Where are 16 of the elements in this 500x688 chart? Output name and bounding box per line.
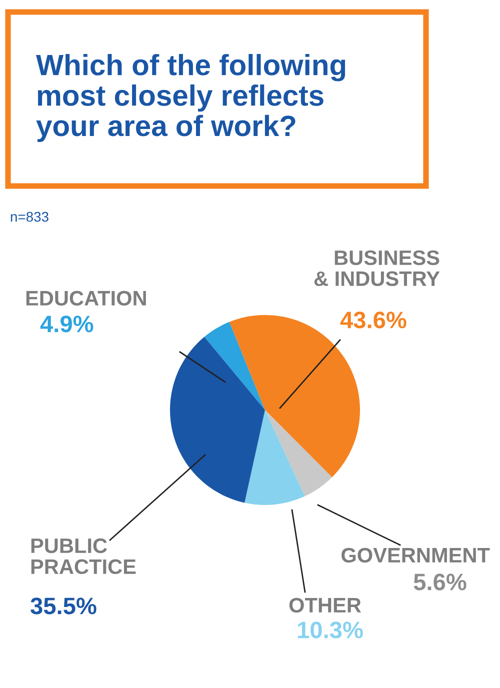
pie-slice <box>170 336 265 503</box>
pie-slice <box>265 410 332 496</box>
data-label: 4.9% <box>40 316 94 332</box>
pie-slice <box>244 410 305 505</box>
data-label: 10.3% <box>298 622 363 638</box>
chart-title: Which of the following most closely reflects your area of work? <box>36 54 346 142</box>
data-label: 35.5% <box>30 598 96 614</box>
slice-label: EDUCATION <box>26 290 146 306</box>
data-label: 5.6% <box>414 574 466 590</box>
slice-label: GOVERNMENT <box>342 548 490 563</box>
slice-label: PUBLIC PRACTICE <box>31 538 136 574</box>
slice-label: OTHER <box>289 598 362 613</box>
pie-slice <box>204 322 265 410</box>
text: n=833 <box>10 212 48 222</box>
slice-label: BUSINESS & INDUSTRY <box>314 250 440 286</box>
data-label: 43.6% <box>340 312 406 328</box>
